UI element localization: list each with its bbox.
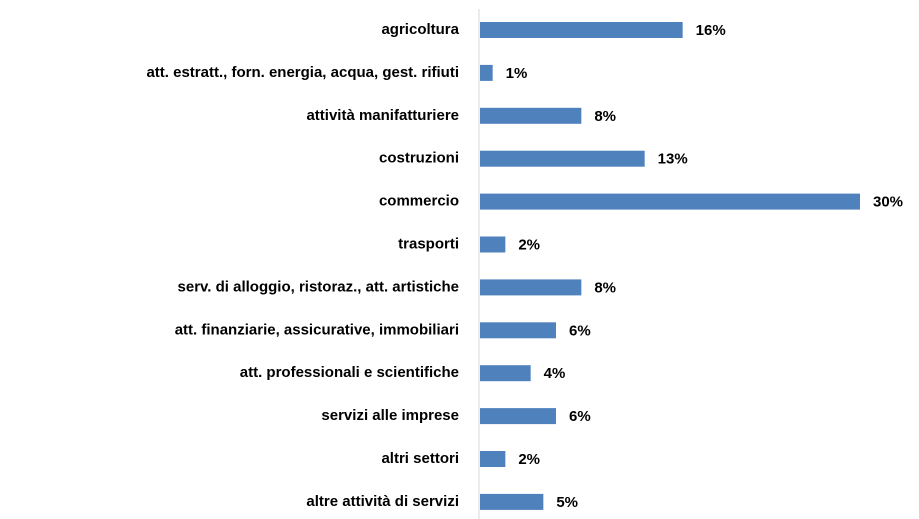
bar <box>480 322 556 339</box>
category-label: servizi alle imprese <box>321 407 459 424</box>
category-label: altri settori <box>381 450 459 467</box>
bar <box>480 150 645 167</box>
data-label: 5% <box>556 494 578 511</box>
data-label: 2% <box>518 451 540 468</box>
category-label: altre attività di servizi <box>306 493 459 510</box>
data-label: 13% <box>658 151 688 168</box>
category-label: att. estratt., forn. energia, acqua, ges… <box>146 64 459 81</box>
data-label: 6% <box>569 408 591 425</box>
category-label: serv. di alloggio, ristoraz., att. artis… <box>178 278 459 295</box>
data-label: 16% <box>696 22 726 39</box>
category-label: agricoltura <box>381 21 459 38</box>
data-label: 8% <box>594 279 616 296</box>
category-label: trasporti <box>398 235 459 252</box>
category-label: att. finanziarie, assicurative, immobili… <box>175 321 459 338</box>
data-label: 2% <box>518 236 540 253</box>
data-label: 6% <box>569 322 591 339</box>
bar <box>480 365 531 382</box>
data-label: 4% <box>544 365 566 382</box>
bar <box>480 408 556 425</box>
bar <box>480 193 860 210</box>
category-label: attività manifatturiere <box>306 107 459 124</box>
category-label: commercio <box>379 193 459 210</box>
data-label: 8% <box>594 108 616 125</box>
bar <box>480 22 683 38</box>
bar <box>480 279 582 296</box>
data-label: 1% <box>506 65 528 82</box>
bar <box>480 493 544 510</box>
category-label: att. professionali e scientifiche <box>240 364 459 381</box>
bar <box>480 451 506 467</box>
data-label: 30% <box>873 194 903 211</box>
category-label: costruzioni <box>379 150 459 167</box>
bar <box>480 236 506 253</box>
bar <box>480 64 493 81</box>
bar <box>480 107 582 124</box>
